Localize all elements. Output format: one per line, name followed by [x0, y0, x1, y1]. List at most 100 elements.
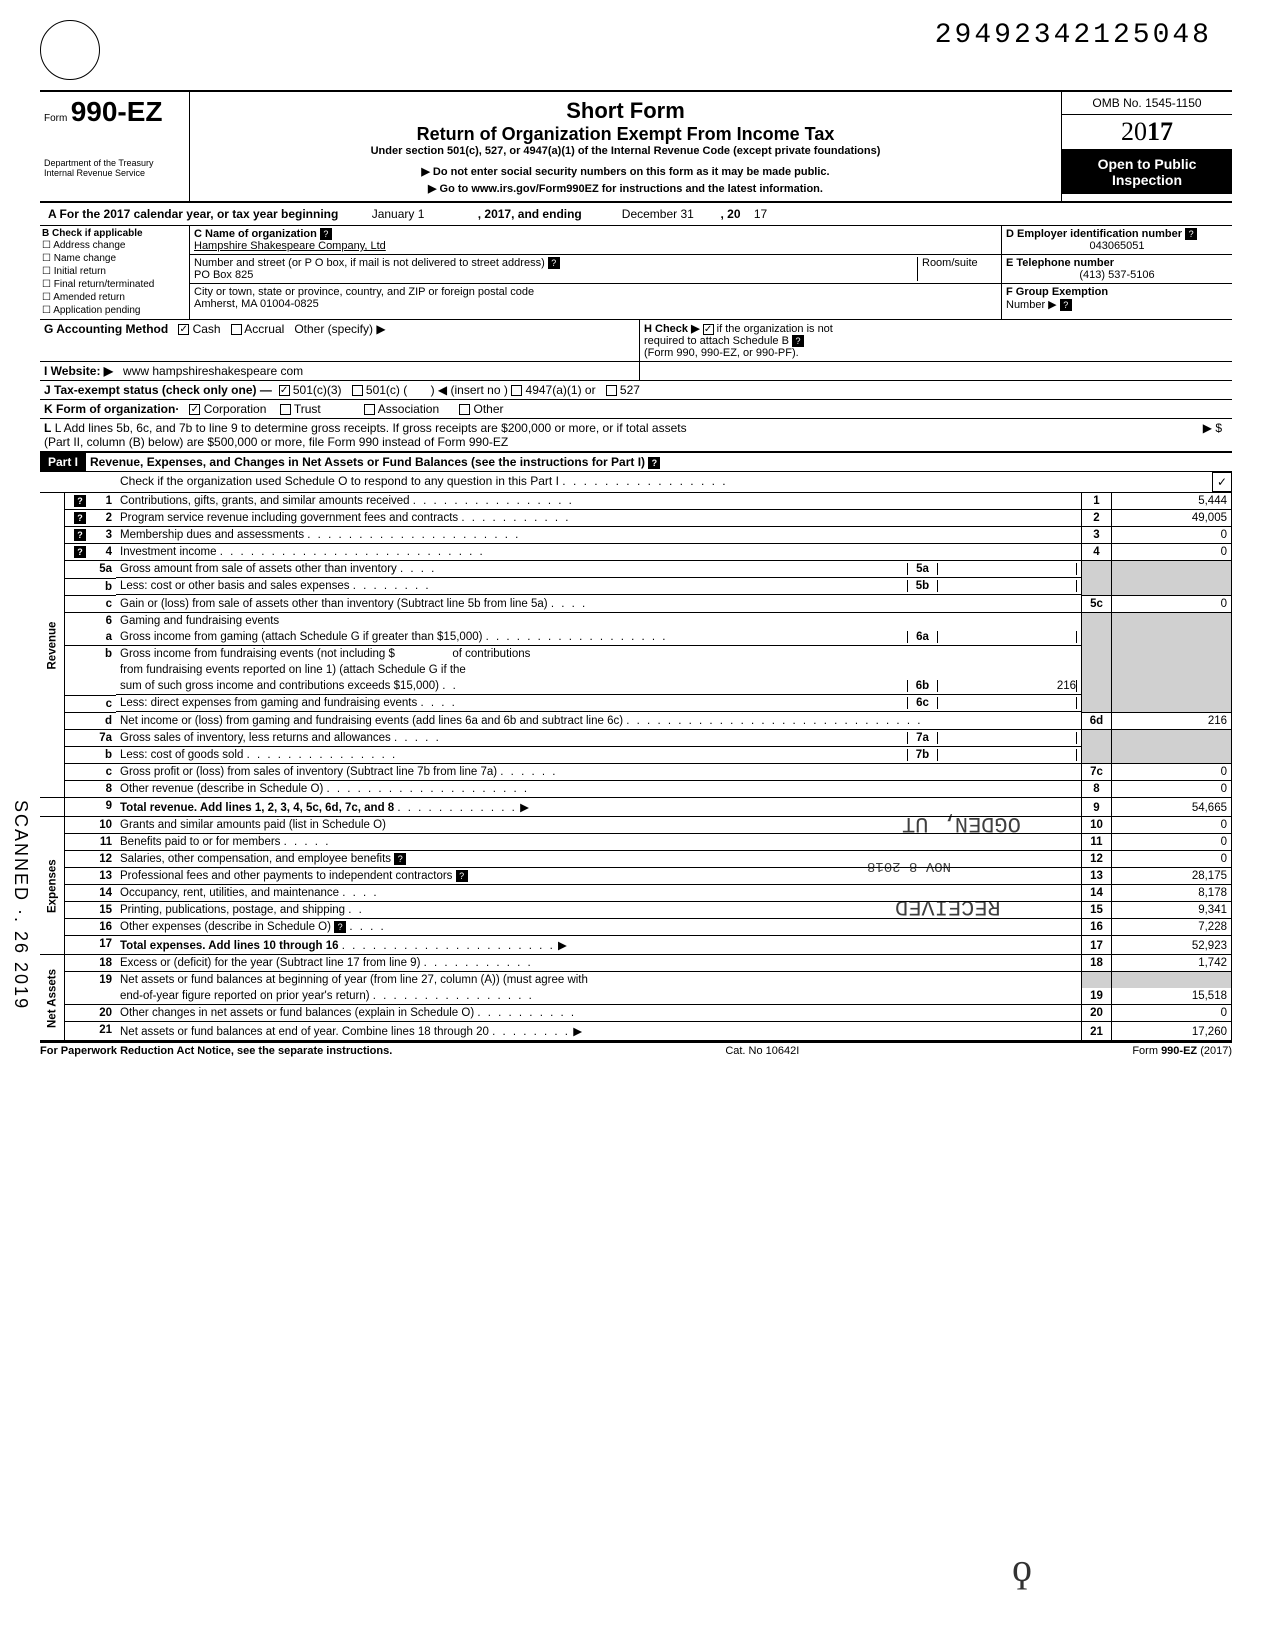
- help-icon[interactable]: ?: [1185, 228, 1197, 240]
- punch-circle: [40, 20, 100, 80]
- signature-mark: ϙ: [1012, 1544, 1032, 1591]
- cb-schedule-o[interactable]: ✓: [1212, 472, 1232, 492]
- l21-num: 21: [1082, 1022, 1112, 1041]
- line-a-mid: , 2017, and ending: [478, 207, 582, 221]
- l5c-no: c: [90, 595, 116, 612]
- footer-year: (2017): [1197, 1045, 1232, 1057]
- l14-val: 8,178: [1112, 885, 1232, 902]
- l8-no: 8: [90, 781, 116, 798]
- l7a-no: 7a: [90, 729, 116, 747]
- help-icon[interactable]: ?: [334, 921, 346, 933]
- line-k-label: K Form of organization·: [44, 402, 179, 416]
- l7a-desc: Gross sales of inventory, less returns a…: [120, 732, 391, 744]
- stamp-date: NOV 8 2018: [867, 858, 951, 874]
- title-ssn-note: ▶ Do not enter social security numbers o…: [196, 165, 1055, 178]
- l16-no: 16: [90, 919, 116, 936]
- cb-name-change[interactable]: Name change: [42, 252, 187, 265]
- year-prefix: 20: [1121, 117, 1147, 146]
- phone-value: (413) 537-5106: [1006, 269, 1228, 281]
- omb-number: OMB No. 1545-1150: [1062, 92, 1232, 115]
- l20-no: 20: [90, 1005, 116, 1022]
- l16-desc: Other expenses (describe in Schedule O): [120, 921, 331, 933]
- part-1-title-text: Revenue, Expenses, and Changes in Net As…: [90, 455, 645, 469]
- l5a-no: 5a: [90, 561, 116, 579]
- cb-4947[interactable]: [511, 385, 522, 396]
- l17-num: 17: [1082, 936, 1112, 955]
- help-icon[interactable]: ?: [792, 335, 804, 347]
- l6c-ival: [937, 697, 1077, 709]
- cb-amended[interactable]: Amended return: [42, 291, 187, 304]
- help-icon[interactable]: ?: [1060, 299, 1072, 311]
- city-value: Amherst, MA 01004-0825: [194, 298, 319, 310]
- l9-num: 9: [1082, 798, 1112, 817]
- cb-501c3[interactable]: ✓: [279, 385, 290, 396]
- k-other: Other: [474, 402, 504, 416]
- l4-val: 0: [1112, 544, 1232, 561]
- l7b-desc: Less: cost of goods sold: [120, 749, 243, 761]
- cb-corp[interactable]: ✓: [189, 404, 200, 415]
- l5a-desc: Gross amount from sale of assets other t…: [120, 563, 397, 575]
- line-l-1: L Add lines 5b, 6c, and 7b to line 9 to …: [55, 421, 687, 435]
- cb-app-pending[interactable]: Application pending: [42, 304, 187, 317]
- cb-assoc[interactable]: [364, 404, 375, 415]
- l9-no: 9: [90, 798, 116, 817]
- j-c: ) ◀ (insert no ): [431, 383, 508, 397]
- l19-desc2: end-of-year figure reported on prior yea…: [120, 990, 370, 1002]
- l18-num: 18: [1082, 955, 1112, 972]
- l14-no: 14: [90, 885, 116, 902]
- cb-trust[interactable]: [280, 404, 291, 415]
- l6a-desc: Gross income from gaming (attach Schedul…: [120, 631, 482, 643]
- l7b-inum: 7b: [907, 749, 937, 761]
- l12-no: 12: [90, 851, 116, 868]
- section-b-label: B Check if applicable: [42, 228, 143, 239]
- l11-val: 0: [1112, 834, 1232, 851]
- help-icon[interactable]: ?: [648, 457, 660, 469]
- l9-desc: Total revenue. Add lines 1, 2, 3, 4, 5c,…: [120, 802, 394, 814]
- cb-other[interactable]: [459, 404, 470, 415]
- l5b-no: b: [90, 578, 116, 595]
- l6b-desc2: of contributions: [452, 648, 530, 660]
- cb-address-change[interactable]: Address change: [42, 239, 187, 252]
- l6d-no: d: [90, 712, 116, 729]
- side-netassets: Net Assets: [40, 955, 64, 1041]
- l18-desc: Excess or (deficit) for the year (Subtra…: [120, 957, 420, 969]
- cb-527[interactable]: [606, 385, 617, 396]
- cb-h[interactable]: ✓: [703, 324, 714, 335]
- l16-val: 7,228: [1112, 919, 1232, 936]
- l3-no: 3: [90, 527, 116, 544]
- help-icon[interactable]: ?: [394, 853, 406, 865]
- l6a-inum: 6a: [907, 631, 937, 643]
- help-icon[interactable]: ?: [548, 257, 560, 269]
- ein-value: 043065051: [1006, 240, 1228, 252]
- section-b: B Check if applicable Address change Nam…: [40, 226, 190, 319]
- line-j-label: J Tax-exempt status (check only one) —: [44, 383, 272, 397]
- h-text: if the organization is not: [717, 323, 833, 335]
- l17-val: 52,923: [1112, 936, 1232, 955]
- cb-cash[interactable]: ✓: [178, 324, 189, 335]
- l13-num: 13: [1082, 868, 1112, 885]
- l18-no: 18: [90, 955, 116, 972]
- l10-num: 10: [1082, 817, 1112, 834]
- line-l-2: (Part II, column (B) below) are $500,000…: [44, 435, 508, 449]
- l6a-no: a: [90, 629, 116, 646]
- cb-501c[interactable]: [352, 385, 363, 396]
- cb-final-return[interactable]: Final return/terminated: [42, 278, 187, 291]
- l1-desc: Contributions, gifts, grants, and simila…: [120, 495, 410, 507]
- l11-no: 11: [90, 834, 116, 851]
- l21-no: 21: [90, 1022, 116, 1041]
- cb-initial-return[interactable]: Initial return: [42, 265, 187, 278]
- g-cash: Cash: [193, 322, 221, 336]
- title-goto: ▶ Go to www.irs.gov/Form990EZ for instru…: [196, 182, 1055, 195]
- line-g-label: G Accounting Method: [44, 322, 168, 336]
- l8-desc: Other revenue (describe in Schedule O): [120, 783, 323, 795]
- l12-desc: Salaries, other compensation, and employ…: [120, 853, 391, 865]
- help-icon[interactable]: ?: [456, 870, 468, 882]
- title-main: Return of Organization Exempt From Incom…: [196, 124, 1055, 145]
- year-bold: 17: [1147, 117, 1173, 146]
- side-revenue: Revenue: [40, 493, 64, 798]
- tax-year: 2017: [1062, 115, 1232, 150]
- l12-num: 12: [1082, 851, 1112, 868]
- l2-desc: Program service revenue including govern…: [120, 512, 458, 524]
- cb-accrual[interactable]: [231, 324, 242, 335]
- help-icon[interactable]: ?: [320, 228, 332, 240]
